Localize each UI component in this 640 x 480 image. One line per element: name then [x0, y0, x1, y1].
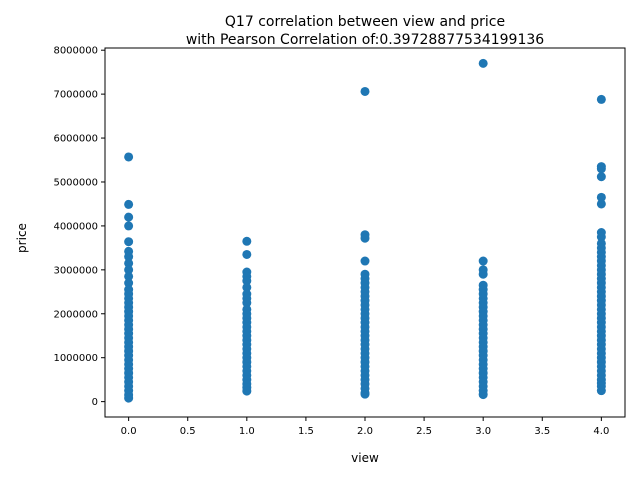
- x-tick-label: 0.5: [180, 426, 196, 437]
- data-point: [596, 386, 606, 396]
- x-tick-label: 3.0: [475, 426, 491, 437]
- data-point: [478, 58, 488, 68]
- y-axis-ticks: 0 1000000 2000000 3000000 4000000 5000000 6000…: [53, 46, 105, 408]
- data-point: [596, 199, 606, 209]
- data-point: [242, 298, 252, 308]
- data-point: [242, 236, 252, 246]
- data-point: [478, 269, 488, 279]
- data-point: [124, 258, 134, 268]
- data-point: [124, 278, 134, 288]
- data-point: [124, 271, 134, 281]
- x-tick-label: 2.0: [357, 426, 373, 437]
- data-point: [242, 249, 252, 259]
- data-point: [124, 221, 134, 231]
- data-point: [360, 233, 370, 243]
- data-points: [124, 58, 606, 403]
- y-tick-label: 6000000: [53, 134, 98, 145]
- plot-frame: [104, 47, 626, 418]
- chart-title-line2: with Pearson Correlation of:0.3972887753…: [186, 32, 544, 48]
- data-point: [124, 265, 134, 275]
- data-point: [242, 276, 252, 286]
- y-tick-label: 8000000: [53, 46, 98, 57]
- x-tick-label: 2.5: [416, 426, 432, 437]
- data-point: [124, 237, 134, 247]
- data-point: [596, 94, 606, 104]
- x-axis-ticks: 0.0 0.5 1.0 1.5 2.0 2.5 3.0 3.5 4.0: [121, 417, 609, 437]
- data-point: [242, 386, 252, 396]
- x-tick-label: 1.0: [239, 426, 255, 437]
- y-tick-label: 0: [92, 397, 98, 408]
- data-point: [478, 256, 488, 266]
- data-point: [124, 212, 134, 222]
- data-point: [124, 152, 134, 162]
- x-tick-label: 3.5: [534, 426, 550, 437]
- y-tick-label: 2000000: [53, 309, 98, 320]
- x-tick-label: 1.5: [298, 426, 314, 437]
- y-tick-label: 7000000: [53, 90, 98, 101]
- y-tick-label: 3000000: [53, 265, 98, 276]
- x-tick-label: 0.0: [121, 426, 137, 437]
- data-point: [596, 192, 606, 202]
- data-point: [596, 172, 606, 182]
- data-point: [124, 199, 134, 209]
- chart-title-line1: Q17 correlation between view and price: [225, 14, 505, 30]
- y-tick-label: 4000000: [53, 221, 98, 232]
- y-tick-label: 5000000: [53, 177, 98, 188]
- y-axis-label: price: [15, 223, 29, 253]
- data-point: [124, 393, 134, 403]
- data-point: [360, 86, 370, 96]
- data-point: [124, 252, 134, 262]
- data-point: [478, 390, 488, 400]
- data-point: [596, 232, 606, 242]
- data-point: [596, 164, 606, 174]
- data-point: [360, 389, 370, 399]
- x-tick-label: 4.0: [593, 426, 609, 437]
- data-point: [242, 282, 252, 292]
- data-point: [360, 256, 370, 266]
- x-axis-label: view: [351, 451, 379, 465]
- y-tick-label: 1000000: [53, 353, 98, 364]
